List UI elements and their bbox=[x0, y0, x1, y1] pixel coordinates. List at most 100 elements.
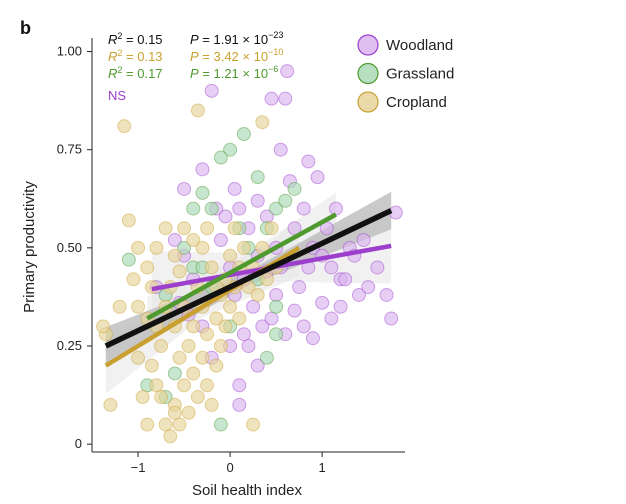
point-grassland bbox=[213, 417, 228, 432]
point-cropland bbox=[131, 299, 146, 314]
point-cropland bbox=[140, 417, 155, 432]
point-woodland bbox=[296, 319, 311, 334]
point-grassland bbox=[223, 142, 238, 157]
x-tick-label: 1 bbox=[319, 460, 326, 475]
legend-marker-grassland bbox=[357, 62, 379, 85]
point-woodland bbox=[177, 181, 192, 196]
axes: 0 0.25 0.50 0.75 1.00 −1 0 1 bbox=[57, 38, 405, 475]
point-cropland bbox=[195, 350, 210, 365]
point-cropland bbox=[264, 221, 279, 236]
point-cropland bbox=[96, 319, 111, 334]
point-grassland bbox=[213, 150, 228, 165]
point-cropland bbox=[200, 221, 215, 236]
point-woodland bbox=[273, 142, 288, 157]
point-woodland bbox=[310, 170, 325, 185]
point-woodland bbox=[296, 201, 311, 216]
point-woodland bbox=[280, 64, 295, 79]
point-woodland bbox=[351, 287, 366, 302]
regression-stats: R2 = 0.15 P = 1.91 × 10−23 R2 = 0.13 P = 3.… bbox=[108, 30, 283, 81]
point-woodland bbox=[241, 339, 256, 353]
fit-lines bbox=[104, 208, 393, 368]
point-cropland bbox=[172, 350, 187, 365]
point-woodland bbox=[232, 397, 247, 412]
p-value-text: P = 3.42 × 10−10 bbox=[190, 47, 283, 64]
y-axis-label: Primary productivity bbox=[21, 181, 38, 313]
point-cropland bbox=[186, 366, 201, 381]
point-cropland bbox=[117, 119, 132, 134]
point-woodland bbox=[250, 193, 265, 208]
point-cropland bbox=[172, 264, 187, 279]
point-woodland bbox=[356, 233, 371, 247]
point-woodland bbox=[269, 287, 284, 302]
point-cropland bbox=[255, 115, 270, 130]
point-cropland bbox=[236, 240, 251, 255]
point-cropland bbox=[209, 358, 224, 373]
point-cropland bbox=[154, 390, 169, 405]
point-grassland bbox=[278, 193, 293, 208]
x-axis-label: Soil health index bbox=[192, 482, 303, 499]
point-woodland bbox=[287, 303, 302, 318]
point-woodland bbox=[167, 233, 182, 247]
point-grassland bbox=[269, 299, 284, 314]
point-grassland bbox=[259, 350, 274, 365]
p-value-text: P = 1.21 × 10−6 bbox=[190, 64, 278, 81]
point-woodland bbox=[264, 311, 279, 326]
r-squared-text: R2 = 0.13 bbox=[108, 48, 163, 64]
point-cropland bbox=[167, 405, 182, 420]
point-cropland bbox=[131, 350, 146, 365]
point-grassland bbox=[177, 240, 192, 255]
r-squared-text: R2 = 0.17 bbox=[108, 65, 163, 81]
point-cropland bbox=[149, 240, 164, 255]
point-cropland bbox=[167, 248, 182, 263]
point-cropland bbox=[250, 287, 265, 302]
ns-annotation: NS bbox=[108, 88, 126, 103]
point-cropland bbox=[181, 339, 196, 353]
point-woodland bbox=[232, 378, 247, 393]
point-cropland bbox=[200, 327, 215, 342]
point-woodland bbox=[264, 91, 279, 106]
x-tick-label: −1 bbox=[131, 460, 146, 475]
r-squared-text: R2 = 0.15 bbox=[108, 31, 163, 47]
legend-label-cropland: Cropland bbox=[386, 94, 447, 111]
point-woodland bbox=[370, 260, 385, 275]
p-value-text: P = 1.91 × 10−23 bbox=[190, 30, 283, 47]
point-cropland bbox=[121, 213, 136, 228]
legend-marker-woodland bbox=[357, 34, 379, 56]
point-cropland bbox=[103, 397, 118, 412]
point-cropland bbox=[140, 260, 155, 275]
point-cropland bbox=[163, 429, 178, 444]
point-woodland bbox=[315, 295, 330, 310]
panel-label: b bbox=[20, 18, 31, 38]
point-grassland bbox=[250, 170, 265, 185]
point-woodland bbox=[324, 260, 339, 275]
point-cropland bbox=[144, 358, 159, 373]
point-cropland bbox=[158, 221, 173, 236]
point-cropland bbox=[190, 390, 205, 405]
point-grassland bbox=[121, 252, 136, 267]
legend: Woodland Grassland Cropland bbox=[357, 34, 454, 113]
point-cropland bbox=[195, 240, 210, 255]
point-woodland bbox=[255, 319, 270, 334]
point-cropland bbox=[186, 319, 201, 334]
point-woodland bbox=[292, 280, 307, 295]
point-cropland bbox=[149, 378, 164, 393]
point-woodland bbox=[305, 331, 320, 346]
fit-line-overall bbox=[104, 208, 393, 349]
point-woodland bbox=[278, 91, 293, 106]
point-cropland bbox=[158, 417, 173, 432]
point-cropland bbox=[204, 260, 219, 275]
point-woodland bbox=[287, 221, 302, 236]
legend-label-grassland: Grassland bbox=[386, 66, 454, 83]
y-tick-label: 1.00 bbox=[57, 44, 82, 59]
point-woodland bbox=[379, 287, 394, 302]
point-cropland bbox=[126, 272, 141, 287]
point-cropland bbox=[259, 272, 274, 287]
x-tick-label: 0 bbox=[226, 460, 233, 475]
point-cropland bbox=[154, 339, 169, 353]
point-cropland bbox=[223, 248, 238, 263]
point-cropland bbox=[227, 221, 242, 236]
point-woodland bbox=[361, 280, 376, 295]
point-cropland bbox=[135, 390, 150, 405]
point-grassland bbox=[204, 201, 219, 216]
